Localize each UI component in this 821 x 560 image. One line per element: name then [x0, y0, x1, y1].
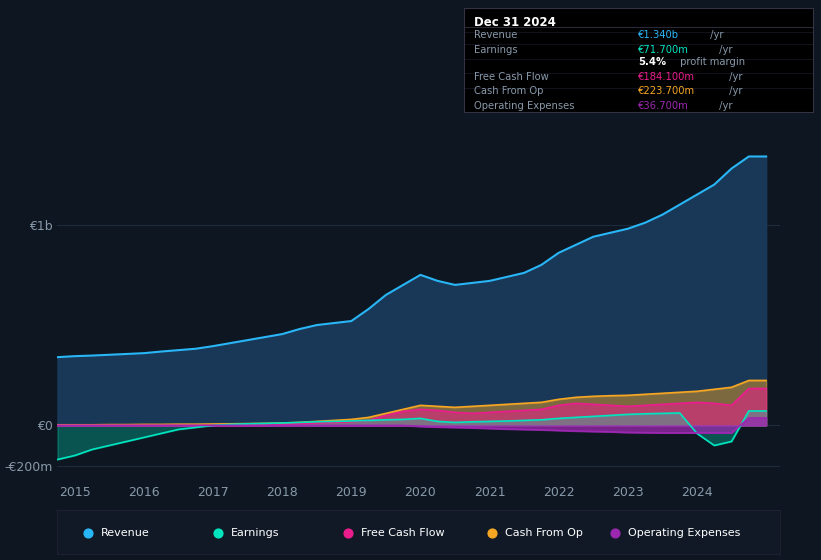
Text: Free Cash Flow: Free Cash Flow: [475, 72, 549, 82]
Text: €36.700m: €36.700m: [639, 101, 689, 111]
Text: Cash From Op: Cash From Op: [506, 528, 583, 538]
Text: /yr: /yr: [727, 72, 743, 82]
Point: [342, 529, 355, 538]
Text: Earnings: Earnings: [475, 45, 518, 55]
Text: 5.4%: 5.4%: [639, 57, 667, 67]
Text: /yr: /yr: [717, 101, 733, 111]
Text: €1.340b: €1.340b: [639, 30, 679, 40]
Text: Operating Expenses: Operating Expenses: [475, 101, 575, 111]
Text: Dec 31 2024: Dec 31 2024: [475, 16, 556, 29]
Text: /yr: /yr: [717, 45, 733, 55]
Point: [211, 529, 224, 538]
Point: [81, 529, 94, 538]
Point: [486, 529, 499, 538]
Point: [608, 529, 621, 538]
Text: Earnings: Earnings: [231, 528, 279, 538]
Text: Operating Expenses: Operating Expenses: [628, 528, 741, 538]
Text: Revenue: Revenue: [475, 30, 518, 40]
Text: €223.700m: €223.700m: [639, 86, 695, 96]
Text: Revenue: Revenue: [101, 528, 149, 538]
Text: /yr: /yr: [707, 30, 723, 40]
Text: profit margin: profit margin: [677, 57, 745, 67]
Text: Free Cash Flow: Free Cash Flow: [361, 528, 444, 538]
Text: /yr: /yr: [727, 86, 743, 96]
Text: €184.100m: €184.100m: [639, 72, 695, 82]
Text: Cash From Op: Cash From Op: [475, 86, 544, 96]
Text: €71.700m: €71.700m: [639, 45, 689, 55]
